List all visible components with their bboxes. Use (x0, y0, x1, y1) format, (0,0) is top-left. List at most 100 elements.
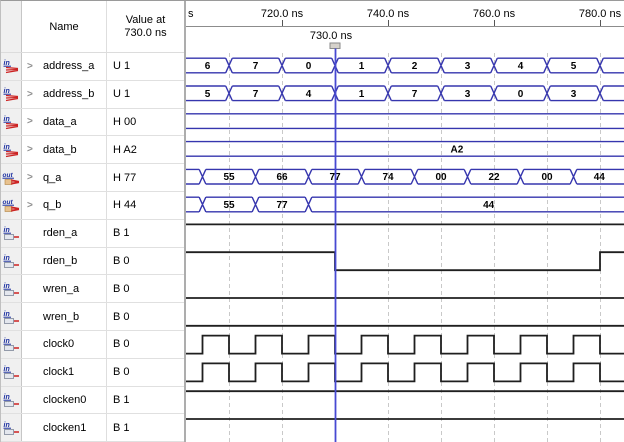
expand-arrow-icon[interactable]: > (27, 172, 33, 184)
bus-in-icon: in (3, 88, 19, 102)
signal-value: H A2 (113, 143, 137, 156)
waveform-pane[interactable]: 6701234557417303A25566777400220044557744… (182, 1, 624, 442)
signal-value: B 1 (113, 393, 130, 406)
svg-text:in: in (4, 88, 10, 95)
wave-clock1 (186, 362, 624, 383)
bus-value-label: 1 (359, 89, 365, 100)
port-icon-cell: in (1, 136, 22, 164)
value-column-header-line2: 730.0 ns (124, 26, 167, 39)
signal-row-clocken0[interactable]: in clocken0 B 1 (1, 386, 184, 415)
signal-name: data_a (43, 115, 77, 128)
bus-value-label: 22 (488, 172, 500, 183)
cursor-handle[interactable] (329, 42, 341, 49)
svg-text:in: in (4, 116, 10, 123)
signal-row-q_b[interactable]: out > q_b H 44 (1, 191, 184, 220)
wave-data_a (182, 113, 624, 130)
bus-value-label: 1 (359, 61, 365, 72)
bus-value-label: 7 (412, 89, 418, 100)
port-icon-cell: in (1, 303, 22, 330)
signal-value: B 0 (113, 338, 130, 351)
expand-arrow-icon[interactable]: > (27, 88, 33, 100)
signal-row-clock1[interactable]: in clock1 B 0 (1, 358, 184, 387)
wave-clock0 (186, 334, 624, 355)
cursor-time-label: 730.0 ns (310, 30, 353, 42)
bus-value-label: 77 (276, 200, 288, 211)
svg-text:in: in (4, 60, 10, 67)
bit-in-icon: in (3, 283, 19, 296)
signal-row-wren_a[interactable]: in wren_a B 0 (1, 275, 184, 304)
signal-value: B 0 (113, 282, 130, 295)
signal-row-rden_a[interactable]: in rden_a B 1 (1, 219, 184, 248)
svg-text:out: out (3, 172, 14, 179)
bus-value-label: 44 (594, 172, 606, 183)
signal-name: q_a (43, 171, 62, 184)
bus-value-label: 4 (518, 61, 524, 72)
ruler-tick-label: 780.0 ns (579, 8, 622, 20)
signal-row-data_b[interactable]: in > data_b H A2 (1, 136, 184, 165)
signal-list-panel: Name Value at 730.0 ns in > address_a U … (1, 1, 186, 442)
bus-value-label: 5 (571, 61, 577, 72)
bus-out-icon: out (2, 199, 20, 213)
wave-address_a (182, 57, 624, 74)
waveform-canvas[interactable]: 6701234557417303A25566777400220044557744… (182, 1, 624, 442)
signal-value: U 1 (113, 60, 131, 73)
svg-text:in: in (4, 338, 10, 345)
bit-in-icon: in (3, 311, 19, 324)
bus-in-icon: in (3, 116, 19, 130)
signal-name: rden_a (43, 227, 78, 240)
signal-value: H 00 (113, 115, 137, 128)
bus-value-label: 3 (465, 61, 471, 72)
wave-rden_b (186, 251, 624, 272)
bus-value-label: 44 (483, 200, 495, 211)
port-icon-cell: in (1, 108, 22, 136)
signal-name: rden_b (43, 254, 78, 267)
bit-in-icon: in (3, 255, 19, 268)
signal-name: clocken1 (43, 421, 87, 434)
expand-arrow-icon[interactable]: > (27, 116, 33, 128)
svg-text:in: in (4, 366, 10, 373)
bus-value-label: 7 (253, 61, 259, 72)
bus-value-label: 4 (306, 89, 312, 100)
ruler-tick-label: 720.0 ns (261, 8, 304, 20)
expand-arrow-icon[interactable]: > (27, 199, 33, 211)
signal-name: address_a (43, 60, 95, 73)
bus-value-label: 0 (518, 89, 524, 100)
signal-name: q_b (43, 199, 62, 212)
bus-value-label: 5 (205, 89, 211, 100)
signal-row-rden_b[interactable]: in rden_b B 0 (1, 247, 184, 276)
bus-value-label: 55 (223, 200, 235, 211)
wave-q_b (182, 196, 624, 213)
svg-text:in: in (4, 283, 10, 290)
bit-in-icon: in (3, 422, 19, 435)
signal-row-address_a[interactable]: in > address_a U 1 (1, 53, 184, 81)
signal-row-clock0[interactable]: in clock0 B 0 (1, 330, 184, 359)
signal-row-wren_b[interactable]: in wren_b B 0 (1, 303, 184, 331)
expand-arrow-icon[interactable]: > (27, 144, 33, 156)
ruler-clipped-label: s (188, 8, 194, 20)
bus-value-label: 0 (306, 61, 312, 72)
bus-value-label: 00 (435, 172, 447, 183)
bus-out-icon: out (2, 172, 20, 185)
ruler-tick-label: 760.0 ns (473, 8, 516, 20)
signal-row-q_a[interactable]: out > q_a H 77 (1, 164, 184, 192)
port-icon-cell: in (1, 330, 22, 358)
bus-in-icon: in (3, 60, 19, 74)
name-column-header: Name (22, 1, 107, 52)
value-column-header: Value at 730.0 ns (107, 1, 184, 52)
port-icon-cell: in (1, 53, 22, 80)
signal-name: wren_a (43, 282, 80, 295)
expand-arrow-icon[interactable]: > (27, 60, 33, 72)
bus-in-icon: in (3, 144, 19, 157)
signal-name: wren_b (43, 310, 80, 323)
signal-row-address_b[interactable]: in > address_b U 1 (1, 80, 184, 109)
ruler-tick-label: 740.0 ns (367, 8, 410, 20)
signal-name: data_b (43, 143, 77, 156)
bus-value-label: 2 (412, 61, 418, 72)
bit-in-icon: in (3, 338, 19, 352)
svg-text:in: in (4, 394, 10, 401)
signal-value: U 1 (113, 88, 131, 101)
bit-in-icon: in (3, 227, 19, 241)
signal-row-clocken1[interactable]: in clocken1 B 1 (1, 414, 184, 442)
signal-row-data_a[interactable]: in > data_a H 00 (1, 108, 184, 137)
